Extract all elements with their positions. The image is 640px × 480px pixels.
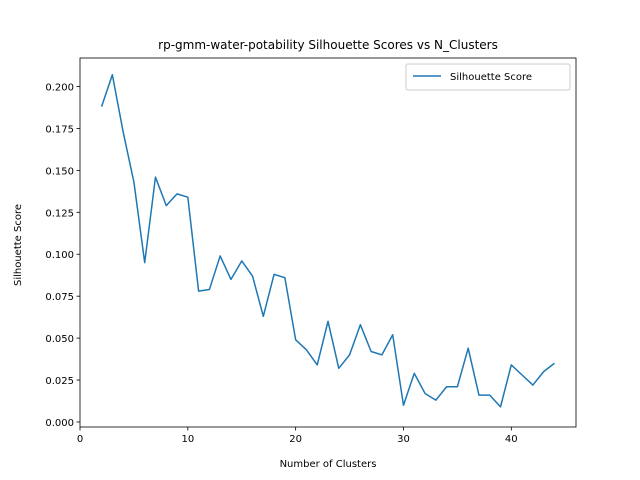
axes-frame bbox=[79, 57, 577, 428]
y-tick-label: 0.050 bbox=[45, 334, 74, 345]
legend: Silhouette Score bbox=[405, 63, 571, 91]
y-axis-title: Silhouette Score bbox=[13, 204, 24, 286]
x-tick-label: 10 bbox=[181, 434, 194, 445]
x-tick-label: 30 bbox=[397, 434, 410, 445]
y-tick-label: 0.100 bbox=[45, 250, 74, 261]
x-axis-title: Number of Clusters bbox=[280, 459, 377, 470]
y-tick-label: 0.200 bbox=[45, 83, 74, 94]
legend-label: Silhouette Score bbox=[450, 72, 532, 83]
y-tick-label: 0.075 bbox=[45, 292, 74, 303]
chart-title: rp-gmm-water-potability Silhouette Score… bbox=[158, 38, 498, 52]
series-line-0 bbox=[100, 74, 555, 408]
y-tick-label: 0.175 bbox=[45, 124, 74, 135]
plot-area: 0 10 20 30 40 0.000 0.025 0.050 0.075 0.100 0.125 0… bbox=[45, 57, 577, 445]
x-tick-label: 0 bbox=[77, 434, 83, 445]
x-tick-label: 20 bbox=[289, 434, 302, 445]
y-tick-label: 0.125 bbox=[45, 208, 74, 219]
y-tick-label: 0.150 bbox=[45, 166, 74, 177]
legend-box bbox=[405, 63, 571, 91]
y-tick-label: 0.025 bbox=[45, 376, 74, 387]
x-tick-label: 40 bbox=[505, 434, 518, 445]
y-tick-label: 0.000 bbox=[45, 418, 74, 429]
